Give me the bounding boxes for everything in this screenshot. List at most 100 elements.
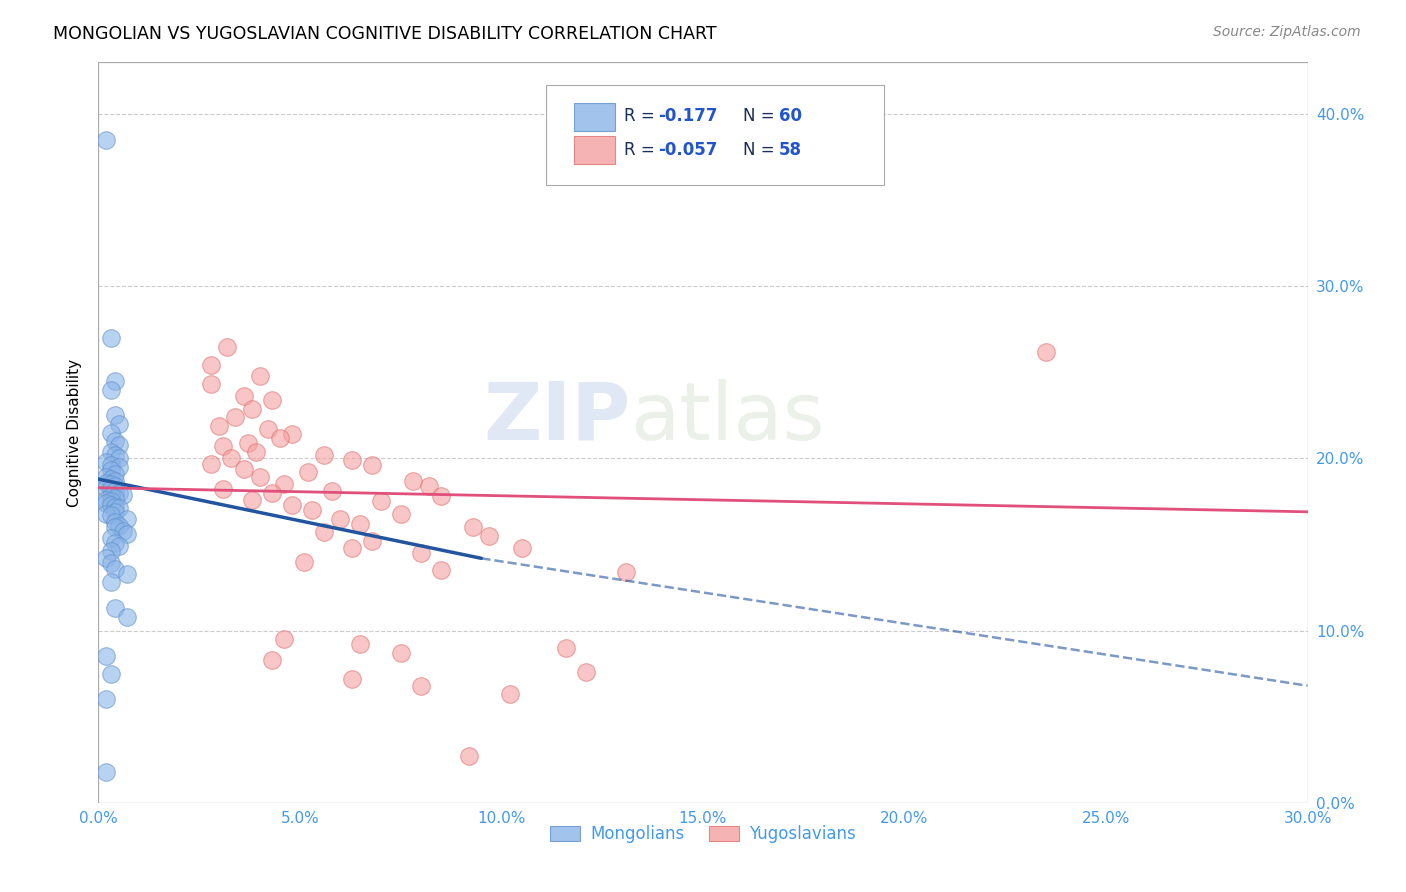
Point	[103, 474, 125, 488]
Point	[96, 692, 118, 706]
Point	[418, 479, 440, 493]
Point	[217, 339, 239, 353]
Text: -0.177: -0.177	[658, 108, 717, 126]
Point	[103, 467, 125, 481]
Point	[100, 331, 122, 345]
Point	[349, 516, 371, 531]
Point	[115, 527, 138, 541]
Point	[430, 563, 453, 577]
Point	[1035, 344, 1057, 359]
Point	[458, 749, 481, 764]
Point	[96, 470, 118, 484]
Point	[103, 520, 125, 534]
Point	[389, 646, 412, 660]
Point	[103, 536, 125, 550]
Point	[100, 458, 122, 473]
Point	[256, 422, 278, 436]
Point	[430, 489, 453, 503]
Point	[100, 666, 122, 681]
Text: -0.057: -0.057	[658, 141, 717, 159]
Point	[103, 448, 125, 462]
Point	[96, 475, 118, 490]
Point	[361, 458, 384, 473]
Point	[103, 409, 125, 423]
Legend: Mongolians, Yugoslavians: Mongolians, Yugoslavians	[543, 819, 863, 850]
Point	[100, 483, 122, 497]
Point	[96, 507, 118, 521]
FancyBboxPatch shape	[574, 136, 614, 164]
Point	[107, 518, 129, 533]
Point	[208, 418, 231, 433]
Point	[273, 477, 295, 491]
Point	[342, 453, 364, 467]
Point	[269, 431, 291, 445]
Point	[100, 472, 122, 486]
Point	[200, 457, 222, 471]
Point	[297, 465, 319, 479]
Point	[103, 515, 125, 529]
Point	[100, 425, 122, 440]
Point	[498, 687, 520, 701]
FancyBboxPatch shape	[546, 85, 884, 185]
Point	[100, 477, 122, 491]
Text: N =: N =	[742, 108, 780, 126]
Point	[292, 555, 315, 569]
Point	[100, 463, 122, 477]
Point	[107, 486, 129, 500]
Point	[575, 665, 598, 679]
Point	[115, 610, 138, 624]
Point	[314, 448, 336, 462]
Point	[103, 500, 125, 514]
Point	[103, 434, 125, 449]
Point	[409, 546, 432, 560]
Point	[212, 483, 235, 497]
Point	[96, 133, 118, 147]
Point	[249, 368, 271, 383]
Point	[100, 498, 122, 512]
Point	[107, 539, 129, 553]
Point	[240, 401, 263, 416]
Point	[370, 494, 392, 508]
Y-axis label: Cognitive Disability: Cognitive Disability	[67, 359, 83, 507]
Point	[115, 512, 138, 526]
Text: MONGOLIAN VS YUGOSLAVIAN COGNITIVE DISABILITY CORRELATION CHART: MONGOLIAN VS YUGOSLAVIAN COGNITIVE DISAB…	[53, 25, 717, 43]
Point	[402, 474, 425, 488]
Point	[111, 487, 134, 501]
Point	[100, 444, 122, 458]
Point	[281, 498, 304, 512]
Text: N =: N =	[742, 141, 780, 159]
Point	[260, 653, 283, 667]
Point	[249, 470, 271, 484]
Point	[107, 460, 129, 475]
Point	[111, 524, 134, 538]
Point	[96, 492, 118, 507]
Point	[409, 679, 432, 693]
Point	[96, 496, 118, 510]
Point	[212, 439, 235, 453]
Point	[100, 383, 122, 397]
Point	[273, 632, 295, 647]
Point	[342, 541, 364, 555]
Text: ZIP: ZIP	[484, 379, 630, 457]
Point	[115, 566, 138, 581]
Point	[232, 462, 254, 476]
Point	[103, 484, 125, 499]
Point	[107, 451, 129, 466]
Text: 58: 58	[779, 141, 803, 159]
Text: atlas: atlas	[630, 379, 825, 457]
Point	[96, 481, 118, 495]
Point	[96, 551, 118, 566]
Point	[103, 479, 125, 493]
Point	[107, 438, 129, 452]
Point	[100, 531, 122, 545]
Text: R =: R =	[624, 108, 661, 126]
FancyBboxPatch shape	[574, 103, 614, 130]
Point	[245, 444, 267, 458]
Point	[100, 557, 122, 571]
Point	[478, 529, 501, 543]
Point	[224, 410, 246, 425]
Text: 60: 60	[779, 108, 803, 126]
Text: Source: ZipAtlas.com: Source: ZipAtlas.com	[1213, 25, 1361, 39]
Point	[240, 492, 263, 507]
Point	[96, 764, 118, 779]
